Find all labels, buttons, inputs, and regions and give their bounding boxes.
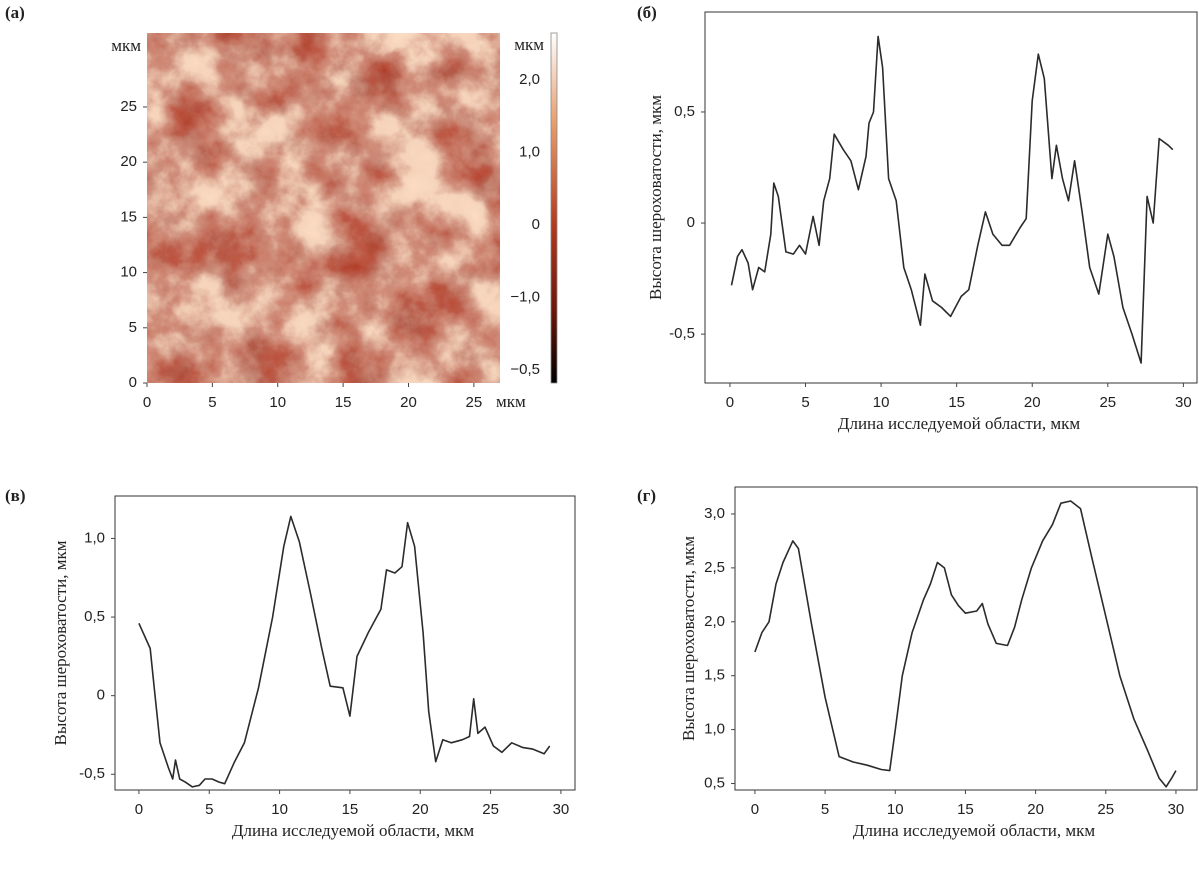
y-tick-label: 5 xyxy=(129,319,137,336)
x-tick-label: 5 xyxy=(801,394,809,411)
plot-frame xyxy=(114,495,576,791)
y-tick-label: 1,0 xyxy=(704,721,725,738)
x-tick-label: 15 xyxy=(335,394,352,411)
x-tick-label: 25 xyxy=(1097,801,1114,818)
panel-label: (б) xyxy=(637,3,657,22)
colorbar xyxy=(550,32,558,384)
y-tick-label: 3,0 xyxy=(704,505,725,522)
x-tick-label: 20 xyxy=(412,801,429,818)
y-axis-label: Высота шероховатости, мкм xyxy=(679,536,698,741)
y-tick-label: 20 xyxy=(120,153,137,170)
x-tick-label: 15 xyxy=(342,801,359,818)
panel-label: (в) xyxy=(5,486,26,505)
y-axis-label: Высота шероховатости, мкм xyxy=(51,540,70,745)
y-tick-label: 2,0 xyxy=(704,613,725,630)
profile-line xyxy=(138,515,551,788)
plot-frame xyxy=(734,486,1198,791)
x-tick-label: 30 xyxy=(1168,801,1185,818)
colorbar-label: 0 xyxy=(532,216,540,233)
y-tick-label: 0,5 xyxy=(704,774,725,791)
y-tick-label: 0 xyxy=(129,374,137,391)
x-axis-label: Длина исследуемой области, мкм xyxy=(838,414,1080,433)
y-tick-label: 0,5 xyxy=(674,103,695,120)
y-axis-unit: мкм xyxy=(111,36,141,55)
panel-label: (а) xyxy=(5,3,25,22)
plot-frame xyxy=(704,11,1198,384)
y-tick-label: 25 xyxy=(120,98,137,115)
x-tick-label: 10 xyxy=(873,394,890,411)
y-tick-label: 10 xyxy=(120,264,137,281)
x-tick-label: 15 xyxy=(957,801,974,818)
y-tick-label: 15 xyxy=(120,208,137,225)
x-tick-label: 0 xyxy=(726,394,734,411)
x-tick-label: 25 xyxy=(1099,394,1116,411)
x-tick-label: 10 xyxy=(269,394,286,411)
x-tick-label: 25 xyxy=(466,394,483,411)
colorbar-label: −0,5 xyxy=(510,361,540,378)
x-tick-label: 15 xyxy=(948,394,965,411)
x-tick-label: 5 xyxy=(208,394,216,411)
x-tick-label: 5 xyxy=(205,801,213,818)
x-axis-label: Длина исследуемой области, мкм xyxy=(853,821,1095,840)
x-tick-label: 10 xyxy=(887,801,904,818)
plots: (а) 0 5 10 15 20 25 0 5 10 15 20 25 мкм мкм мкм 2,0 1,0 0 −… xyxy=(5,3,1198,840)
colorbar-label: −1,0 xyxy=(510,288,540,305)
profile-line xyxy=(730,35,1174,364)
colorbar-unit: мкм xyxy=(514,35,544,54)
x-tick-label: 0 xyxy=(751,801,759,818)
y-axis-label: Высота шероховатости, мкм xyxy=(646,95,665,300)
x-axis-label: Длина исследуемой области, мкм xyxy=(232,821,474,840)
x-axis-unit: мкм xyxy=(496,392,526,411)
x-tick-label: 20 xyxy=(400,394,417,411)
x-tick-label: 25 xyxy=(482,801,499,818)
x-tick-label: 30 xyxy=(1175,394,1192,411)
x-tick-label: 20 xyxy=(1027,801,1044,818)
x-tick-label: 20 xyxy=(1024,394,1041,411)
afm-image xyxy=(147,33,500,383)
x-tick-label: 0 xyxy=(143,394,151,411)
y-tick-label: 1,0 xyxy=(84,529,105,546)
y-tick-label: 0 xyxy=(687,214,695,231)
y-tick-label: 1,5 xyxy=(704,667,725,684)
y-tick-label: 0,5 xyxy=(84,608,105,625)
x-tick-label: 0 xyxy=(135,801,143,818)
x-tick-label: 5 xyxy=(821,801,829,818)
x-tick-label: 10 xyxy=(271,801,288,818)
colorbar-label: 2,0 xyxy=(519,71,540,88)
profile-line xyxy=(754,500,1177,788)
colorbar-label: 1,0 xyxy=(519,143,540,160)
y-tick-label: 2,5 xyxy=(704,559,725,576)
y-tick-label: -0,5 xyxy=(669,325,695,342)
y-tick-label: 0 xyxy=(97,687,105,704)
x-tick-label: 30 xyxy=(553,801,570,818)
y-tick-label: -0,5 xyxy=(79,765,105,782)
panel-label: (г) xyxy=(637,486,656,505)
